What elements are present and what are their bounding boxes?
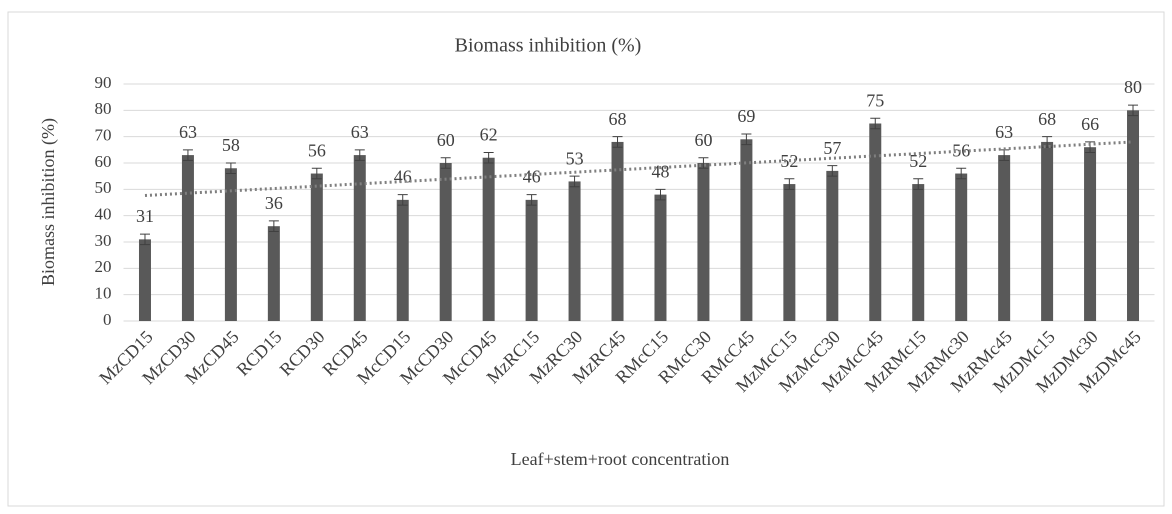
y-axis-label: Biomass inhibition (%) — [38, 118, 59, 286]
y-tick-label: 10 — [95, 284, 112, 303]
bar — [525, 199, 538, 321]
data-label: 63 — [995, 122, 1013, 142]
data-label: 58 — [222, 135, 240, 155]
error-bar — [956, 167, 967, 180]
bar — [912, 184, 925, 321]
data-label: 57 — [823, 138, 841, 158]
error-bar — [354, 149, 365, 161]
bar — [869, 123, 882, 321]
data-label: 56 — [308, 140, 326, 160]
data-label: 63 — [351, 122, 369, 142]
bar — [654, 194, 667, 321]
error-bar — [612, 136, 623, 148]
y-tick-label: 30 — [95, 231, 112, 250]
chart-title: Biomass inhibition (%) — [455, 35, 642, 57]
bar — [482, 157, 495, 321]
error-bar — [913, 178, 924, 190]
bar — [267, 226, 280, 321]
bar — [826, 170, 839, 321]
data-label: 52 — [909, 151, 927, 171]
data-label: 31 — [136, 206, 154, 226]
error-bar — [698, 157, 709, 169]
error-bar — [870, 117, 881, 130]
error-bar — [440, 157, 451, 169]
y-tick-label: 70 — [95, 126, 112, 145]
error-bar — [1128, 104, 1139, 117]
error-bar — [827, 165, 838, 177]
bar — [783, 184, 796, 321]
chart-border — [7, 11, 1165, 507]
bar — [740, 139, 753, 321]
bar — [1084, 147, 1097, 321]
data-label: 62 — [480, 125, 498, 145]
data-label: 68 — [609, 109, 627, 129]
error-bar — [182, 149, 193, 161]
error-bar — [139, 233, 150, 246]
data-label: 46 — [523, 167, 541, 187]
error-bar — [655, 188, 666, 201]
y-tick-label: 50 — [95, 178, 112, 197]
bar — [224, 168, 237, 321]
error-bar — [784, 178, 795, 190]
bar — [611, 141, 624, 321]
bar — [181, 155, 194, 321]
data-label: 75 — [866, 90, 884, 110]
bar — [138, 239, 151, 321]
x-axis-label: Leaf+stem+root concentration — [511, 449, 730, 469]
data-label: 46 — [394, 167, 412, 187]
error-bar — [268, 220, 279, 232]
bar — [1041, 141, 1054, 321]
y-tick-label: 0 — [103, 310, 112, 329]
error-bar — [311, 167, 322, 180]
data-label: 36 — [265, 193, 283, 213]
data-label: 60 — [694, 130, 712, 150]
error-bar — [397, 194, 408, 206]
data-label: 60 — [437, 130, 455, 150]
bar — [353, 155, 366, 321]
bar — [568, 181, 581, 321]
error-bar — [526, 194, 537, 206]
error-bar — [569, 175, 580, 188]
data-label: 56 — [952, 140, 970, 160]
data-label: 80 — [1124, 77, 1142, 97]
bar — [439, 163, 452, 321]
error-bar — [741, 133, 752, 146]
y-tick-label: 40 — [95, 205, 112, 224]
y-tick-label: 80 — [95, 99, 112, 118]
bar — [998, 155, 1011, 321]
data-label: 48 — [651, 161, 669, 181]
bar — [1127, 110, 1140, 321]
data-label: 53 — [566, 148, 584, 168]
bar — [310, 173, 323, 321]
bar — [396, 199, 409, 321]
data-label: 68 — [1038, 109, 1056, 129]
data-label: 69 — [737, 106, 755, 126]
error-bar — [225, 162, 236, 175]
error-bar — [483, 151, 494, 164]
y-tick-label: 20 — [95, 257, 112, 276]
data-label: 66 — [1081, 114, 1099, 134]
y-tick-label: 60 — [95, 152, 112, 171]
data-label: 63 — [179, 122, 197, 142]
bar — [697, 163, 710, 321]
y-tick-label: 90 — [95, 73, 112, 92]
bar — [955, 173, 968, 321]
